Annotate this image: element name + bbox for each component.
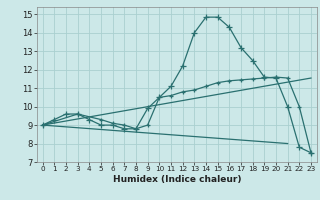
- X-axis label: Humidex (Indice chaleur): Humidex (Indice chaleur): [113, 175, 241, 184]
